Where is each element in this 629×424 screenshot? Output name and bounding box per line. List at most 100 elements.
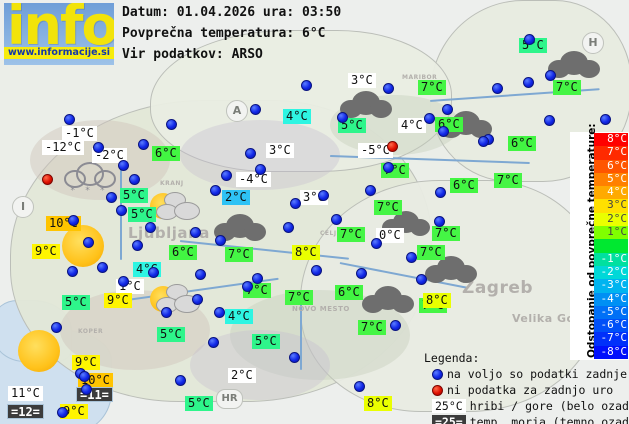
station-dot-ok[interactable] (190, 227, 201, 238)
station-dot-ok[interactable] (434, 216, 445, 227)
temperature-chip: 7°C (337, 227, 365, 242)
legend-item-label: na voljo so podatki zadnje ure (447, 366, 629, 381)
station-dot-ok[interactable] (365, 185, 376, 196)
station-dot-ok[interactable] (166, 119, 177, 130)
station-dot-ok[interactable] (138, 139, 149, 150)
station-dot-ok[interactable] (250, 104, 261, 115)
station-dot-ok[interactable] (255, 164, 266, 175)
station-dot-ok[interactable] (438, 126, 449, 137)
station-dot-ok[interactable] (383, 162, 394, 173)
temperature-chip: 2°C (222, 190, 250, 205)
scale-row-label: 8°C (607, 132, 627, 145)
scale-row: -4°C (594, 291, 628, 306)
station-dot-ok[interactable] (252, 273, 263, 284)
temperature-chip: -5°C (358, 143, 393, 158)
station-dot-ok[interactable] (214, 307, 225, 318)
station-dot-ok[interactable] (81, 384, 92, 395)
station-dot-ok[interactable] (337, 112, 348, 123)
temperature-chip: 6°C (508, 136, 536, 151)
legend-item-label: ni podatka za zadnjo uro (447, 382, 614, 397)
station-dot-nodata[interactable] (42, 174, 53, 185)
station-dot-ok[interactable] (492, 83, 503, 94)
scale-row-label: 7°C (607, 145, 627, 159)
temperature-chip: -4°C (236, 172, 271, 187)
station-dot-ok[interactable] (208, 337, 219, 348)
temperature-chip: 7°C (358, 320, 386, 335)
station-dot-ok[interactable] (57, 407, 68, 418)
temperature-chip: 5°C (128, 207, 156, 222)
station-dot-ok[interactable] (245, 148, 256, 159)
temperature-chip: 9°C (72, 355, 100, 370)
scale-row-label: -3°C (600, 278, 628, 292)
station-dot-ok[interactable] (424, 113, 435, 124)
station-dot-ok[interactable] (145, 222, 156, 233)
station-dot-ok[interactable] (106, 192, 117, 203)
station-dot-ok[interactable] (478, 136, 489, 147)
temperature-deviation-scale: Odstopanje od povprečne temperature: 8°C… (570, 123, 629, 360)
station-dot-ok[interactable] (68, 215, 79, 226)
temperature-chip: 7°C (553, 80, 581, 95)
station-dot-ok[interactable] (283, 222, 294, 233)
station-dot-ok[interactable] (161, 307, 172, 318)
station-dot-nodata[interactable] (387, 141, 398, 152)
station-dot-ok[interactable] (371, 238, 382, 249)
station-dot-ok[interactable] (210, 185, 221, 196)
station-dot-ok[interactable] (290, 198, 301, 209)
temperature-chip: 7°C (418, 80, 446, 95)
station-dot-ok[interactable] (242, 281, 253, 292)
place-name-kranj: KRANJ (160, 180, 184, 187)
scale-row: 4°C (594, 185, 628, 200)
station-dot-ok[interactable] (175, 375, 186, 386)
scale-row: 2°C (594, 212, 628, 227)
station-dot-ok[interactable] (311, 265, 322, 276)
station-dot-ok[interactable] (79, 371, 90, 382)
station-dot-ok[interactable] (93, 142, 104, 153)
site-logo[interactable]: info www.informacije.si (4, 3, 114, 65)
station-dot-ok[interactable] (545, 70, 556, 81)
scale-row: 5°C (594, 172, 628, 187)
station-dot-ok[interactable] (118, 276, 129, 287)
scale-row-label: -1°C (600, 251, 628, 265)
temperature-chip: 4°C (225, 309, 253, 324)
station-dot-ok[interactable] (132, 240, 143, 251)
weather-icon-snow-cloud (62, 160, 120, 192)
station-dot-ok[interactable] (64, 114, 75, 125)
station-dot-ok[interactable] (524, 34, 535, 45)
scale-row-label: -4°C (600, 291, 628, 305)
scale-row-label: 4°C (607, 185, 627, 199)
station-dot-ok[interactable] (215, 235, 226, 246)
temperature-chip: 9°C (32, 244, 60, 259)
station-dot-ok[interactable] (192, 294, 203, 305)
station-dot-ok[interactable] (416, 274, 427, 285)
scale-row: 8°C (594, 132, 628, 147)
station-dot-ok[interactable] (301, 80, 312, 91)
station-dot-ok[interactable] (331, 214, 342, 225)
station-dot-ok[interactable] (148, 267, 159, 278)
station-dot-ok[interactable] (116, 205, 127, 216)
station-dot-ok[interactable] (442, 104, 453, 115)
station-dot-ok[interactable] (118, 160, 129, 171)
station-dot-ok[interactable] (51, 322, 62, 333)
station-dot-ok[interactable] (83, 237, 94, 248)
temperature-chip: 2°C (228, 368, 256, 383)
scale-row: -2°C (594, 265, 628, 280)
station-dot-ok[interactable] (129, 174, 140, 185)
header-source-line: Vir podatkov: ARSO (122, 47, 263, 62)
station-dot-ok[interactable] (600, 114, 611, 125)
station-dot-ok[interactable] (97, 262, 108, 273)
station-dot-ok[interactable] (354, 381, 365, 392)
station-dot-ok[interactable] (383, 83, 394, 94)
temperature-chip: 6°C (450, 178, 478, 193)
station-dot-ok[interactable] (356, 268, 367, 279)
station-dot-ok[interactable] (195, 269, 206, 280)
station-dot-ok[interactable] (435, 187, 446, 198)
station-dot-ok[interactable] (390, 320, 401, 331)
station-dot-ok[interactable] (523, 77, 534, 88)
station-dot-ok[interactable] (318, 190, 329, 201)
station-dot-ok[interactable] (221, 170, 232, 181)
station-dot-ok[interactable] (544, 115, 555, 126)
station-dot-ok[interactable] (406, 252, 417, 263)
station-dot-ok[interactable] (67, 266, 78, 277)
station-dot-ok[interactable] (289, 352, 300, 363)
